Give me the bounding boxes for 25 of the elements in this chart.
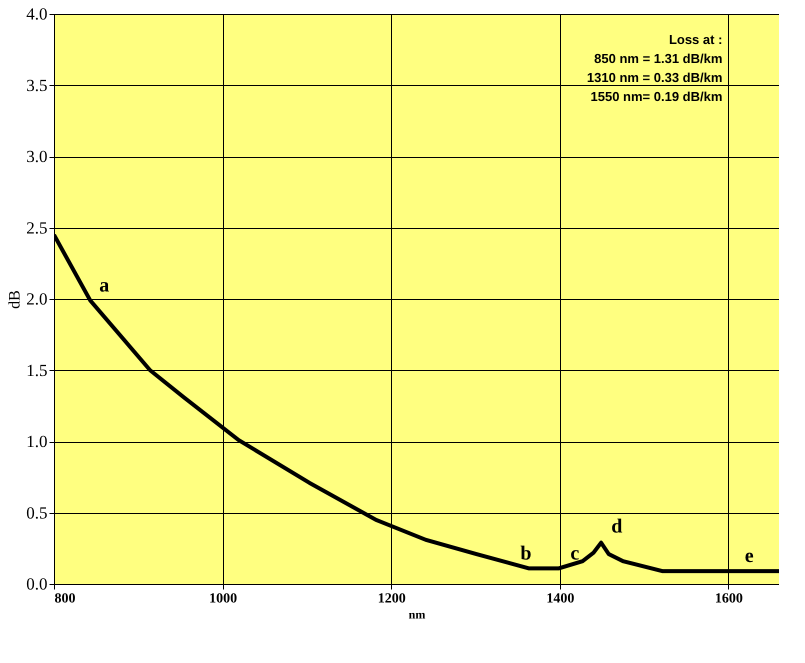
x-tick-label: 1000 [209,592,238,606]
x-tick-label: 1400 [546,592,574,606]
y-tick-label: 2.5 [26,218,48,238]
y-axis-title: dB [6,290,24,309]
annotation: Loss at : [668,32,722,47]
annotation: d [611,515,622,538]
x-tick-label: 800 [54,592,76,606]
y-tick-label: 0.0 [26,574,48,594]
annotation: b [520,542,532,564]
x-tick-label: 1600 [714,592,743,606]
y-tick-label: 1.5 [26,360,48,380]
y-tick-label: 3.5 [26,76,48,95]
annotation: a [99,274,110,296]
y-tick-label: 3.0 [26,147,48,166]
annotation: 1550 nm= 0.19 dB/km [590,89,722,104]
x-axis-title: nm [408,608,426,622]
y-tick-label: 1.0 [26,432,48,451]
annotation: c [570,542,580,564]
y-tick-label: 4.0 [26,4,48,24]
y-tick-label: 0.5 [26,503,48,522]
annotation: e [744,545,754,568]
annotation: 850 nm = 1.31 dB/km [594,51,722,66]
y-tick-label: 2.0 [26,290,48,308]
x-tick-label: 1200 [378,592,406,606]
annotation: 1310 nm = 0.33 dB/km [586,70,722,85]
